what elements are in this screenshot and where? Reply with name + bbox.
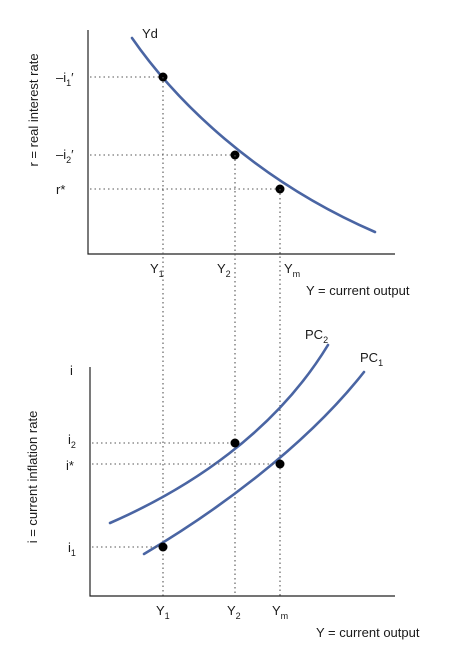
bottom-tick-y1: Y1 (156, 603, 170, 621)
bottom-y-axis-top: i (70, 363, 73, 378)
yd-curve-label: Yd (142, 26, 158, 41)
top-tick-i2: –i2′ (56, 147, 74, 165)
bottom-panel: i i = current inflation rate Y = current… (25, 327, 420, 640)
top-x-axis-label: Y = current output (306, 283, 410, 298)
bottom-tick-i2: i2 (68, 432, 76, 450)
pc1-label: PC1 (360, 350, 383, 368)
bottom-x-axis-label: Y = current output (316, 625, 420, 640)
pc1-curve (142, 370, 366, 556)
top-panel: r = real interest rate Y = current outpu… (26, 26, 410, 298)
pc2-label: PC2 (305, 327, 328, 345)
bottom-tick-ym: Ym (272, 603, 288, 621)
bottom-tick-y2: Y2 (227, 603, 241, 621)
bottom-axes (89, 367, 395, 597)
top-axes (87, 30, 395, 255)
top-tick-ym: Ym (284, 261, 300, 279)
top-y-axis-label: r = real interest rate (26, 53, 41, 166)
vertical-guides (162, 77, 281, 596)
yd-curve (130, 36, 377, 234)
bottom-tick-istar: i* (66, 458, 74, 473)
top-tick-i1: –i1′ (56, 70, 74, 88)
bottom-tick-i1: i1 (68, 540, 76, 558)
top-tick-rstar: r* (56, 182, 65, 197)
bottom-point-m (275, 459, 285, 469)
top-tick-y2: Y2 (217, 261, 231, 279)
bottom-y-axis-label: i = current inflation rate (25, 411, 40, 544)
bottom-point-2 (230, 438, 240, 448)
bottom-point-1 (158, 542, 168, 552)
pc2-curve (108, 343, 330, 525)
top-tick-y1: Y1 (150, 261, 164, 279)
